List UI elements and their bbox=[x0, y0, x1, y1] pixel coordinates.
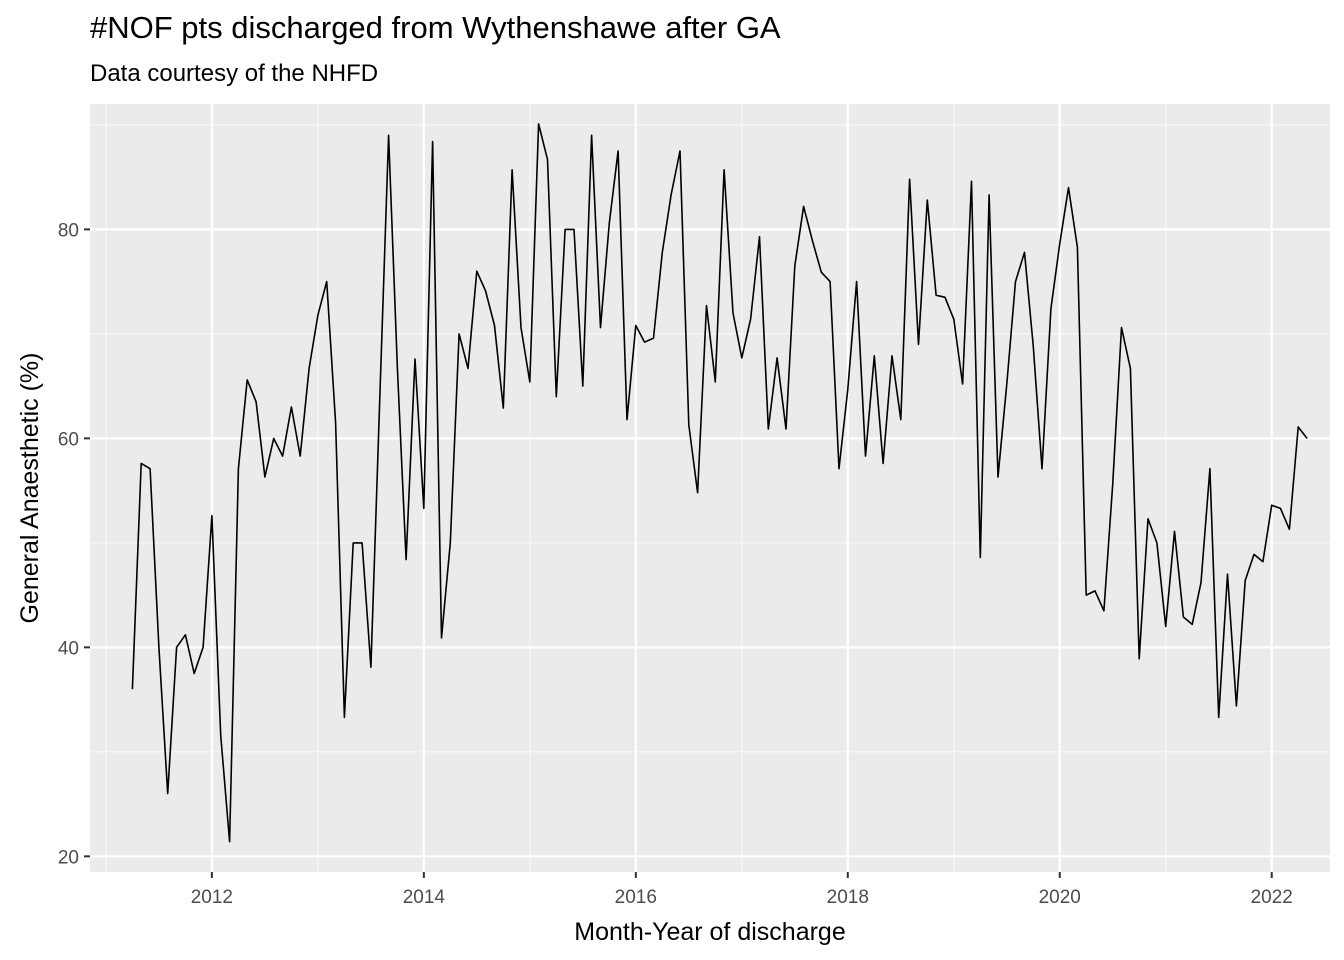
x-tick-label: 2014 bbox=[403, 887, 446, 908]
y-tick-label: 40 bbox=[58, 638, 79, 659]
chart-subtitle: Data courtesy of the NHFD bbox=[90, 60, 379, 87]
plot-panel bbox=[90, 104, 1330, 872]
y-axis-title: General Anaesthetic (%) bbox=[16, 353, 44, 624]
y-tick-label: 60 bbox=[58, 429, 79, 450]
x-tick-label: 2018 bbox=[827, 887, 869, 908]
x-tick-label: 2016 bbox=[615, 887, 657, 908]
y-tick-label: 20 bbox=[58, 847, 79, 868]
x-axis: 2012 2014 2016 2018 2020 2022 bbox=[191, 872, 1293, 908]
chart-title: #NOF pts discharged from Wythenshawe aft… bbox=[90, 10, 781, 45]
series-line bbox=[131, 123, 1308, 843]
y-tick-label: 80 bbox=[58, 220, 79, 241]
y-axis: 20 40 60 80 bbox=[58, 220, 90, 868]
x-axis-title: Month-Year of discharge bbox=[574, 918, 845, 946]
x-tick-label: 2012 bbox=[191, 887, 233, 908]
x-tick-label: 2020 bbox=[1039, 887, 1081, 908]
series-layer bbox=[131, 123, 1308, 843]
x-tick-label: 2022 bbox=[1251, 887, 1293, 908]
